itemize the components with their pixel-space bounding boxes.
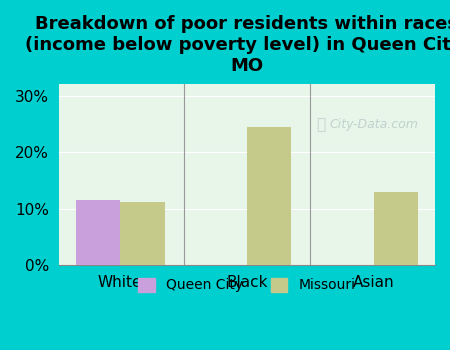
Bar [120,202,165,265]
Bar [374,192,418,265]
Text: Ⓠ: Ⓠ [316,117,326,132]
Bar [76,200,120,265]
Legend: Queen City, Missouri: Queen City, Missouri [133,272,361,298]
Text: City-Data.com: City-Data.com [330,118,418,131]
Title: Breakdown of poor residents within races
(income below poverty level) in Queen C: Breakdown of poor residents within races… [25,15,450,75]
Bar [247,127,291,265]
